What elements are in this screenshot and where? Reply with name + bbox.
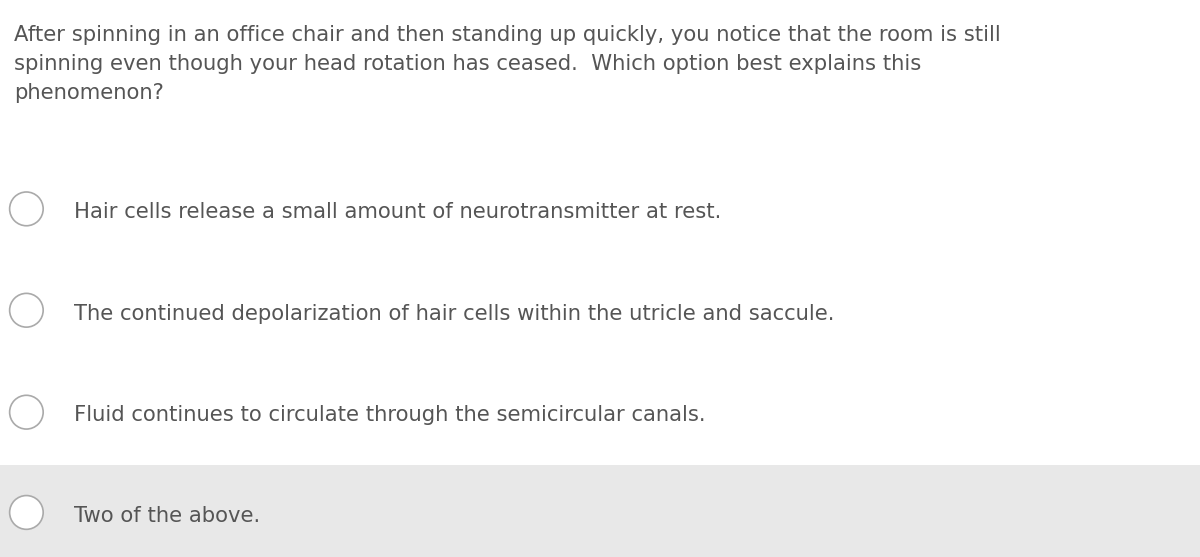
Ellipse shape [10,294,43,327]
FancyBboxPatch shape [0,465,1200,557]
Text: Two of the above.: Two of the above. [74,506,260,526]
Text: Hair cells release a small amount of neurotransmitter at rest.: Hair cells release a small amount of neu… [74,202,721,222]
Ellipse shape [10,496,43,529]
Ellipse shape [10,395,43,429]
Text: The continued depolarization of hair cells within the utricle and saccule.: The continued depolarization of hair cel… [74,304,835,324]
Ellipse shape [10,192,43,226]
Text: After spinning in an office chair and then standing up quickly, you notice that : After spinning in an office chair and th… [14,25,1001,102]
Text: Fluid continues to circulate through the semicircular canals.: Fluid continues to circulate through the… [74,405,706,426]
